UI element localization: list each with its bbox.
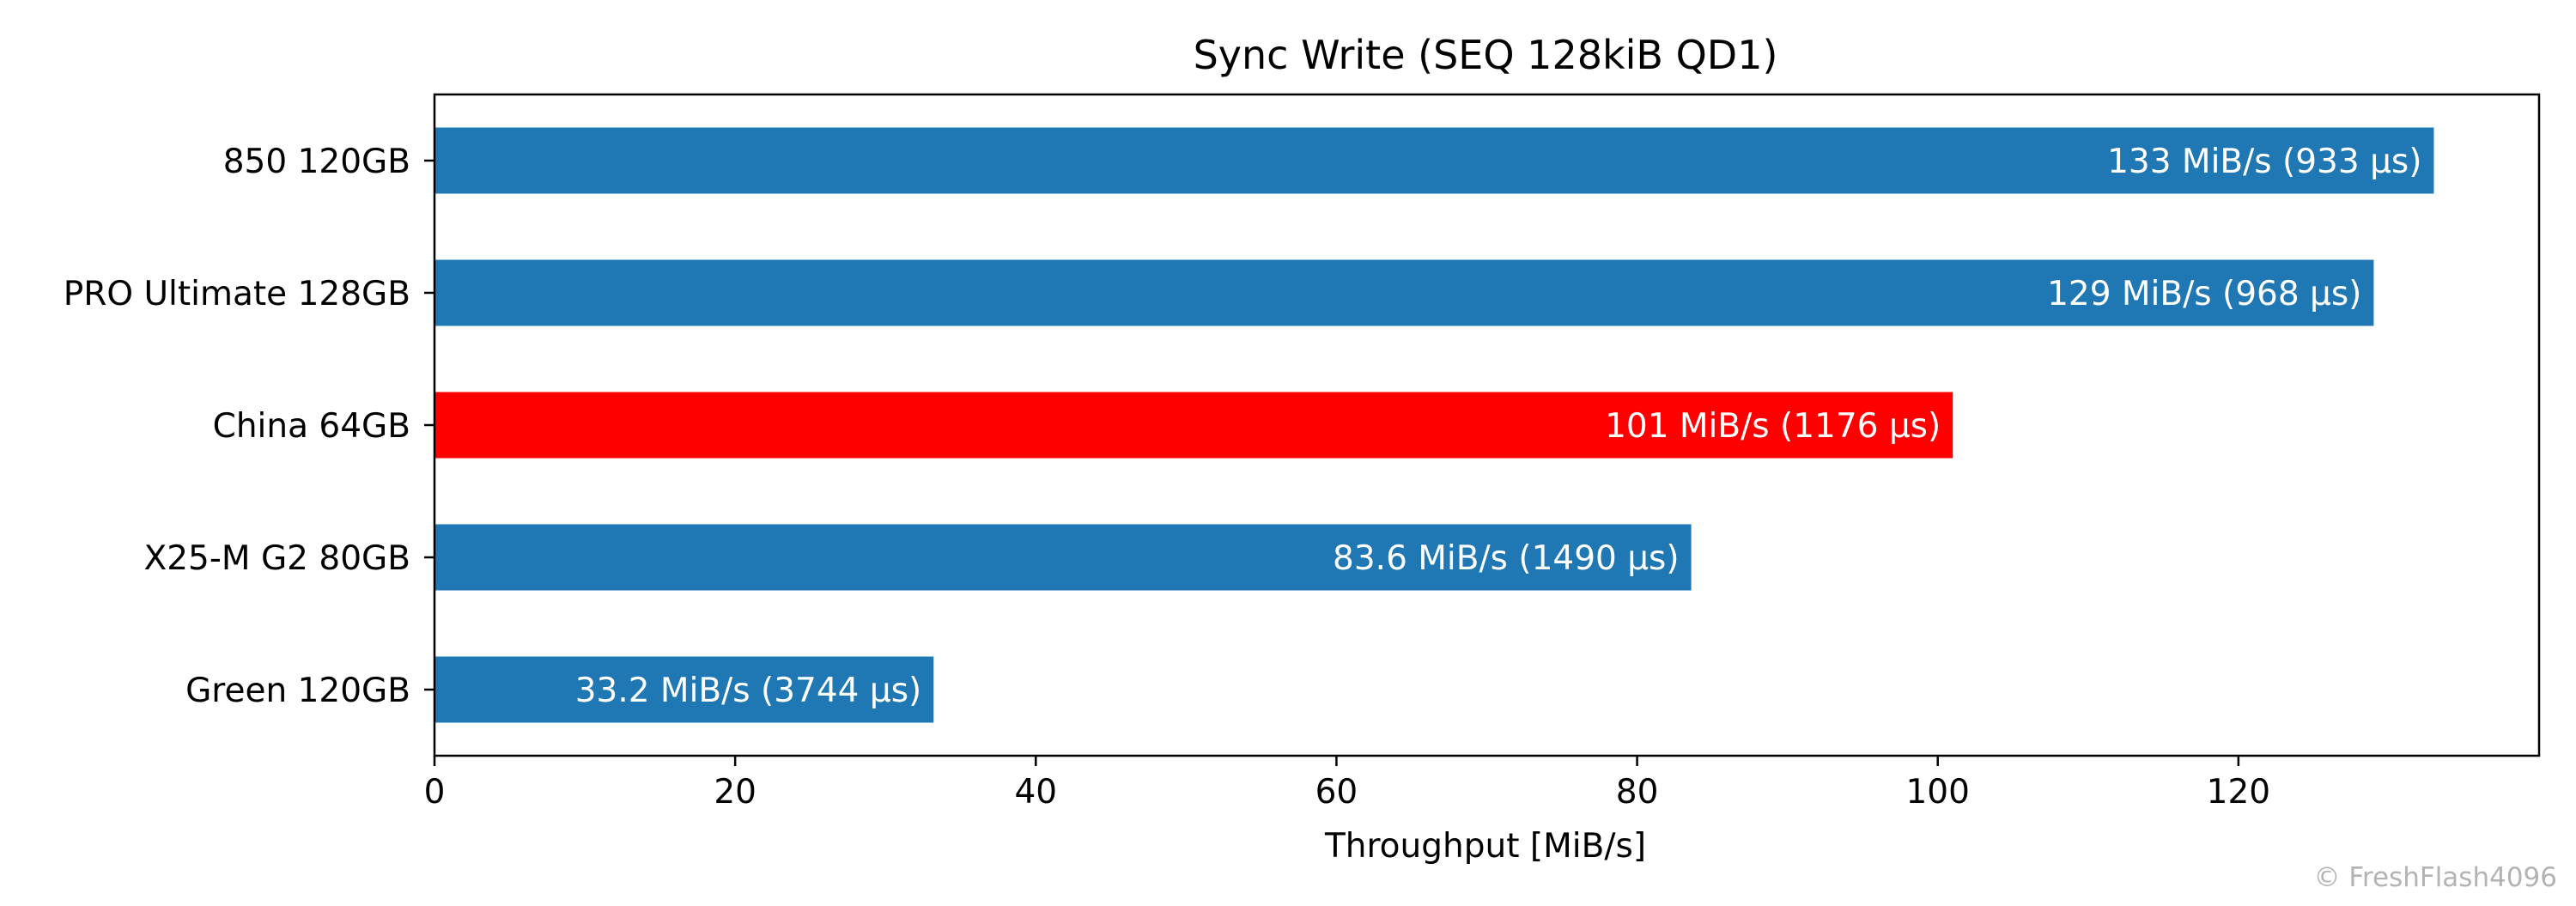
bar-3 [434,524,1692,591]
bar-data-label: 33.2 MiB/s (3744 µs) [575,672,922,710]
bar-data-label: 83.6 MiB/s (1490 µs) [1333,539,1680,578]
y-tick-label: Green 120GB [185,672,410,710]
bar-data-label: 133 MiB/s (933 µs) [2107,143,2421,181]
chart-title: Sync Write (SEQ 128kiB QD1) [1194,32,1778,78]
bar-4 [434,656,934,723]
y-tick-label: PRO Ultimate 128GB [64,275,410,313]
bar-1 [434,259,2374,326]
bar-data-label: 101 MiB/s (1176 µs) [1605,407,1941,446]
bar-0 [434,127,2434,194]
x-axis-label: Throughput [MiB/s] [1324,827,1646,866]
bar-2 [434,392,1953,459]
x-tick-label: 0 [424,773,446,812]
x-tick-label: 60 [1315,773,1358,812]
x-tick-label: 120 [2207,773,2270,812]
y-tick-label: 850 120GB [223,143,410,181]
y-tick-label: China 64GB [213,407,410,446]
watermark: © FreshFlash4096 [2314,862,2558,893]
y-tick-label: X25-M G2 80GB [144,539,411,578]
x-tick-label: 80 [1616,773,1659,812]
x-tick-label: 20 [714,773,756,812]
bar-data-label: 129 MiB/s (968 µs) [2047,275,2361,313]
x-tick-label: 100 [1905,773,1969,812]
x-tick-label: 40 [1014,773,1057,812]
